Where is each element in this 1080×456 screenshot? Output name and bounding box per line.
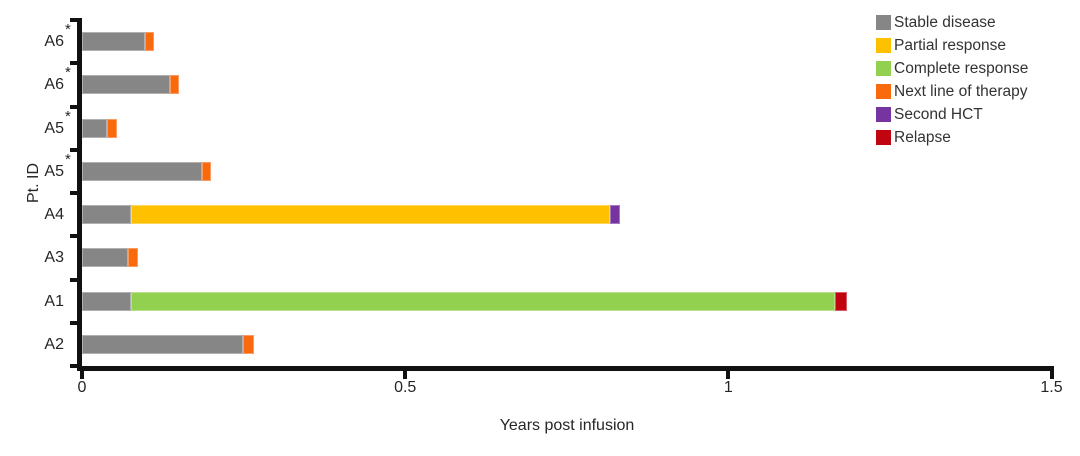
bar-segment-stable [82,75,170,95]
bar-segment-partial [131,205,610,225]
x-tick-label: 0.5 [394,379,417,396]
bar-row [82,161,212,181]
bar-row [82,118,117,138]
y-axis-tick [70,104,78,109]
y-axis-tick [70,320,78,325]
legend-label: Relapse [894,129,951,146]
y-axis-tick [70,277,78,282]
bar-segment-stable [82,334,243,354]
legend-swatch-relapse [876,130,891,145]
y-axis-title: Pt. ID [25,162,43,204]
y-axis-tick [70,364,78,368]
y-category-label: A2 [44,335,64,353]
asterisk-marker: * [65,21,71,38]
asterisk-marker: * [65,107,71,125]
bar-segment-next_line [169,75,179,95]
x-tick-label: 1 [723,379,733,396]
bar-row [82,334,254,354]
legend: Stable disease Partial response Complete r… [876,11,1028,149]
y-category-label: A4 [44,206,64,224]
legend-swatch-complete [876,61,891,76]
legend-swatch-partial [876,38,891,53]
bar-segment-second_hct [609,205,621,225]
x-axis-tick [726,371,731,379]
legend-entry: Next line of therapy [876,80,1028,103]
x-axis-line [77,366,1054,371]
bar-segment-relapse [834,291,848,311]
legend-label: Partial response [894,37,1007,54]
bar-segment-next_line [202,161,212,181]
bar-segment-stable [82,32,146,52]
asterisk-marker: * [65,150,71,168]
asterisk-marker: * [65,64,71,82]
legend-swatch-next_line [876,84,891,99]
bar-row [82,248,139,268]
y-axis-tick [70,191,78,195]
legend-label: Complete response [894,60,1029,77]
legend-label: Second HCT [894,106,983,123]
x-axis-tick [80,371,84,379]
x-axis-title: Years post infusion [499,417,635,434]
bar-segment-next_line [145,32,155,52]
y-category-label: A6 [44,33,64,51]
y-axis-line [77,18,82,371]
bar-row [82,75,179,95]
bar-row [82,291,848,311]
x-tick-label: 1.5 [1040,379,1063,396]
y-category-label: A5 [44,162,64,180]
y-axis-tick [70,234,78,239]
bar-segment-complete [131,291,835,311]
legend-swatch-stable [876,15,891,30]
legend-label: Stable disease [894,14,996,31]
x-axis-tick [1049,371,1054,379]
bar-segment-stable [82,205,132,225]
bar-segment-next_line [242,334,254,354]
legend-entry: Stable disease [876,11,1028,34]
y-axis-tick [70,61,78,66]
bar-segment-next_line [107,118,117,138]
y-category-label: A6 [44,76,64,94]
x-axis-tick [403,371,408,379]
bar-segment-stable [82,248,128,268]
bar-segment-stable [82,118,108,138]
y-axis-tick [70,147,78,152]
legend-entry: Relapse [876,126,1028,149]
bar-row [82,32,155,52]
y-category-label: A5 [44,119,64,137]
legend-entry: Second HCT [876,103,1028,126]
legend-entry: Complete response [876,57,1028,80]
legend-entry: Partial response [876,34,1028,57]
bar-segment-next_line [127,248,139,268]
legend-swatch-second_hct [876,107,891,122]
legend-label: Next line of therapy [894,83,1028,100]
bar-row [82,205,621,225]
y-category-label: A1 [44,292,64,310]
y-category-label: A3 [44,249,64,267]
x-tick-label: 0 [77,379,87,396]
y-axis-tick [70,18,78,22]
bar-segment-stable [82,161,203,181]
bar-segment-stable [82,291,132,311]
